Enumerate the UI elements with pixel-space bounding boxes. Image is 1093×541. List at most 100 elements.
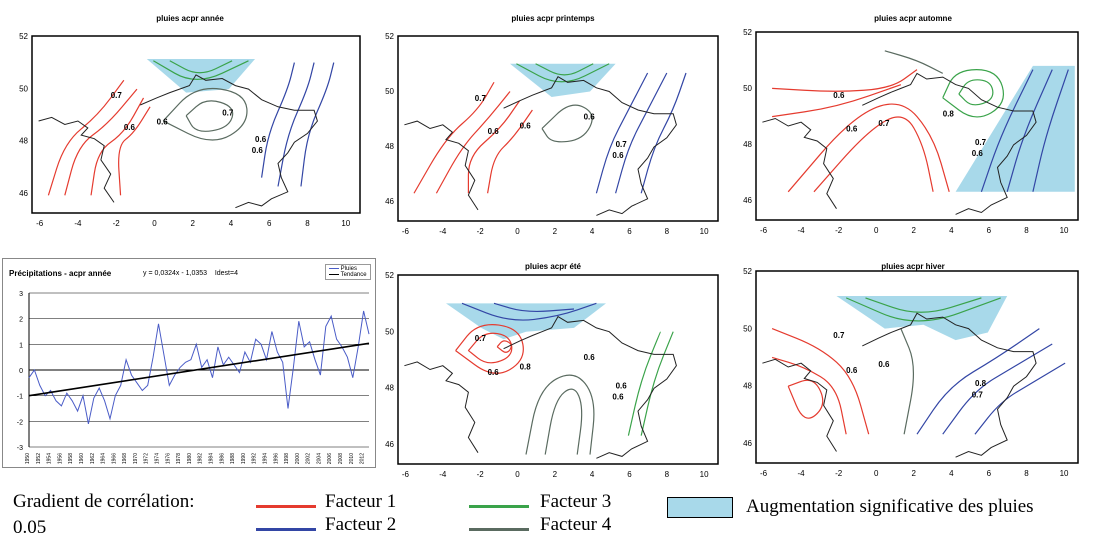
significant-zone: [836, 295, 1008, 341]
y-tick-label: 0: [19, 368, 23, 375]
map-panel-ete: pluies acpr été 0.7 0.6 0.8 0.6 0.6 0.6 -6 -4 -2 0…: [378, 256, 728, 478]
x-tick-label: 2: [553, 227, 558, 236]
map-panel-printemps: pluies acpr printemps 0.7 0.6 0.6 0.6 0.7 0.6 -…: [378, 8, 728, 244]
significant-zone: [955, 65, 1075, 192]
x-tick-label: -4: [74, 219, 82, 228]
y-tick-label: 50: [19, 84, 28, 93]
coastline: [38, 74, 318, 209]
y-tick-label: 48: [385, 384, 394, 393]
contour-label: 0.7: [111, 91, 123, 100]
contour-line: [261, 62, 295, 178]
x-tick-label: -2: [835, 469, 843, 478]
x-tick-label: 1962: [90, 453, 96, 464]
x-tick-label: 1954: [47, 453, 53, 464]
legend-facteur2: Facteur 2: [325, 514, 397, 535]
x-tick-label: 1982: [198, 453, 204, 464]
x-tick-label: 1986: [219, 453, 225, 464]
y-tick-label: -2: [17, 419, 23, 426]
contour-line: [516, 63, 610, 83]
x-tick-label: 1970: [133, 453, 139, 464]
x-tick-label: -4: [439, 227, 447, 236]
x-tick-label: 2008: [338, 453, 344, 464]
legend-line-facteur1: [256, 505, 316, 508]
contour-line: [640, 72, 687, 194]
contour-line: [1006, 69, 1053, 192]
timeseries-panel: Précipitations - acpr année y = 0,0324x …: [2, 258, 376, 468]
contour-label: 0.6: [612, 393, 624, 402]
x-tick-label: 1966: [111, 453, 117, 464]
y-tick-label: 50: [743, 324, 752, 333]
contour-line: [980, 69, 1034, 192]
contour-line: [884, 50, 944, 74]
map-panel-annee: pluies acpr année 0.7 0.6 0.6 0.6 0.6 0.7 -6 -4 -…: [10, 8, 370, 244]
contour-line: [493, 302, 575, 313]
x-tick-label: 1994: [262, 453, 268, 464]
contour-line: [627, 331, 661, 436]
equation-text: y = 0,0324x - 1,0353: [143, 270, 208, 277]
x-tick-label: 2004: [316, 453, 322, 464]
significant-zone: [146, 59, 256, 93]
y-tick-label: 52: [19, 32, 28, 41]
series-tendance: [28, 342, 370, 397]
x-tick-label: 2006: [327, 453, 333, 464]
y-tick-label: 52: [743, 28, 752, 37]
y-tick-label: 1: [19, 342, 23, 349]
y-tick-label: 46: [385, 197, 394, 206]
contour-label: 0.7: [475, 334, 487, 343]
contour-line: [47, 79, 125, 196]
y-tick-label: 52: [385, 32, 394, 41]
x-tick-label: 10: [700, 227, 709, 236]
contour-line: [467, 100, 521, 194]
x-tick-label: -6: [402, 227, 410, 236]
x-tick-label: 8: [1024, 226, 1029, 235]
contour-line: [787, 379, 824, 419]
x-tick-label: 1960: [79, 453, 85, 464]
x-tick-label: -4: [798, 226, 806, 235]
contour-line: [1032, 69, 1069, 192]
x-tick-label: 8: [665, 227, 670, 236]
x-tick-label: 6: [627, 470, 632, 478]
x-tick-label: 2000: [295, 453, 301, 464]
contour-line: [916, 328, 1040, 435]
x-tick-label: 1964: [101, 453, 107, 464]
x-tick-label: 0: [874, 226, 879, 235]
series-pluies: [28, 310, 370, 425]
significant-zone: [510, 63, 616, 98]
contour-label: 0.8: [520, 363, 532, 372]
x-tick-label: 1978: [176, 453, 182, 464]
contour-line: [544, 388, 583, 455]
x-tick-label: -2: [477, 470, 485, 478]
x-tick-label: 1996: [273, 453, 279, 464]
contour-line: [974, 362, 1066, 435]
contour-line: [435, 91, 511, 194]
x-tick-label: 0: [152, 219, 157, 228]
contour-label: 0.8: [975, 379, 987, 388]
contour-line: [595, 72, 649, 194]
legend-trend-label: Tendance: [340, 272, 367, 278]
legend-significant-swatch: [667, 497, 733, 518]
x-tick-label: 6: [267, 219, 272, 228]
contour-line: [845, 297, 1001, 322]
timeseries-title: Précipitations - acpr année: [9, 269, 112, 278]
contour-line: [525, 374, 595, 455]
contour-line: [640, 331, 674, 436]
contour-label: 0.6: [488, 368, 500, 377]
y-tick-label: 46: [385, 440, 394, 449]
contour-line: [900, 328, 914, 435]
contour-line: [169, 60, 233, 74]
x-tick-label: 8: [665, 470, 670, 478]
map-title: pluies acpr année: [156, 14, 224, 23]
coastline: [404, 315, 677, 459]
contour-line: [535, 63, 594, 76]
contour-line: [153, 60, 249, 80]
contour-label: 0.8: [943, 110, 955, 119]
x-tick-label: 4: [590, 227, 595, 236]
y-tick-label: -3: [17, 445, 23, 452]
contour-label: 0.6: [252, 146, 264, 155]
x-tick-label: 1988: [230, 453, 236, 464]
x-tick-label: 1998: [284, 453, 290, 464]
legend-line-facteur3: [469, 505, 529, 508]
x-tick-label: 1974: [155, 453, 161, 464]
